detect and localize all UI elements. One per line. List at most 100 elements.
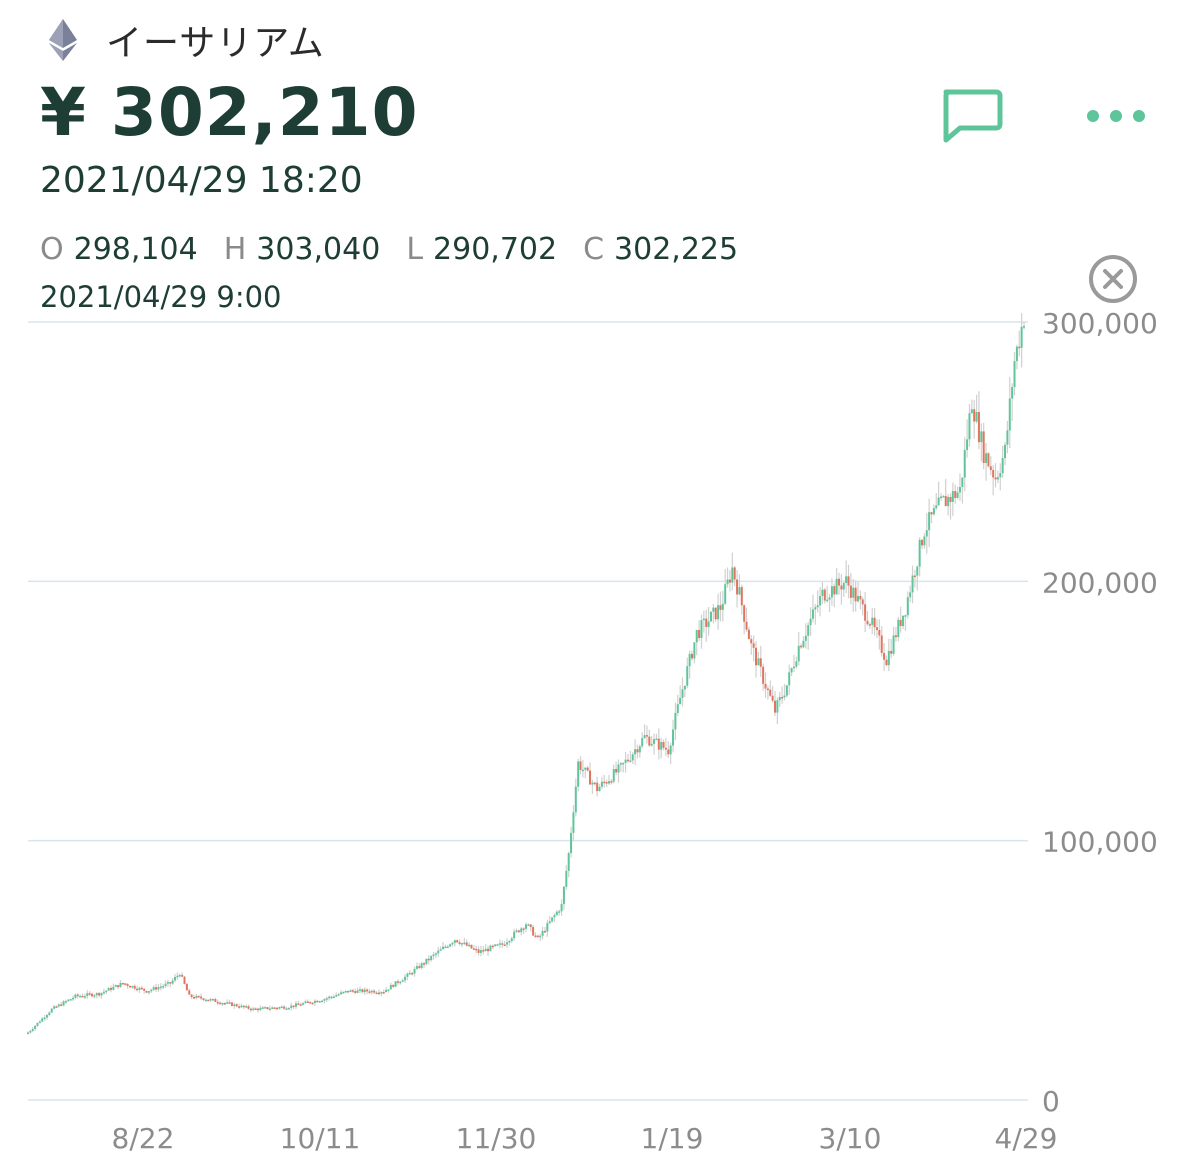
candle-body [894,635,897,638]
candle-body [916,566,919,576]
more-dots-icon [1087,110,1145,122]
candle-body [209,999,212,1001]
candle-body [857,595,859,602]
candle-body [875,627,878,631]
close-crosshair-button[interactable] [1086,252,1140,306]
candle-body [641,738,644,747]
candle-body [57,1004,60,1007]
candle-body [940,496,942,499]
candle-body [330,996,333,999]
candle-body [636,749,639,753]
candle-body [996,477,999,480]
candle-body [442,946,444,950]
candle-body [788,672,791,686]
candle-body [520,928,523,933]
candle-body [340,992,343,995]
candle-body [930,512,933,515]
candle-body [164,983,167,986]
candle-body [363,989,366,993]
high-label: H [223,232,247,267]
candle-body [589,770,592,785]
candle-body [785,685,788,696]
candle-body [434,953,437,955]
candle-body [683,685,686,690]
candle-body [294,1003,297,1007]
candle-body [197,995,200,998]
candle-body [536,935,539,938]
candle-body [411,972,414,975]
candle-body [591,782,594,785]
candle-body [693,642,696,659]
chat-button[interactable] [938,86,1004,146]
candle-body [686,666,689,686]
price-timestamp: 2021/04/29 18:20 [40,160,363,201]
candle-body [245,1006,248,1008]
candle-body [494,944,497,946]
candle-body [688,653,691,667]
candle-body [437,950,440,954]
candle-body [64,1001,67,1003]
x-tick-label: 11/30 [456,1122,537,1155]
candle-body [219,1002,222,1005]
candle-body [883,652,886,660]
candle-body [140,987,143,990]
candle-body [733,567,736,580]
candle-body [517,930,520,933]
candle-body [152,987,155,990]
candle-body [79,995,82,998]
candle-body [762,666,765,684]
candle-body [769,689,772,696]
candle-body [302,1003,305,1005]
candle-body [382,992,385,994]
candle-body [743,605,746,622]
x-tick-label: 1/19 [641,1122,704,1155]
candle-body [418,966,421,968]
candle-body [610,781,613,783]
candle-body [176,975,179,978]
candle-body [747,629,750,640]
candle-body [638,746,641,753]
candle-body [643,735,646,739]
price-chart[interactable]: 300,000 200,000 100,000 0 8/22 10/11 11/30 1/19… [0,300,1200,1172]
ohlc-readout: O 298,104 H 303,040 L 290,702 C 302,225 [40,232,764,267]
candle-body [230,1002,233,1006]
candle-body [560,904,563,912]
candle-body [866,620,869,625]
candle-body [235,1004,238,1007]
candle-body [702,618,705,621]
candle-body [973,409,976,422]
candle-body [114,985,117,987]
candle-body [128,985,131,988]
candle-body [598,786,601,792]
candle-body [408,972,411,975]
candle-body [918,539,921,567]
candle-body [171,980,174,984]
candle-body [55,1006,58,1008]
candle-body [1013,361,1016,387]
asset-name: イーサリアム [106,23,325,64]
close-value: 302,225 [614,232,739,267]
candle-body [45,1015,48,1018]
candle-body [273,1007,276,1009]
candle-body [498,943,501,945]
x-tick-label: 10/11 [280,1122,361,1155]
candle-body [309,1001,312,1004]
candle-body [887,650,890,666]
close-circle-icon [1089,255,1137,303]
candle-body [717,605,720,620]
candle-body [572,812,575,833]
candle-body [138,987,141,990]
candle-body [681,689,684,698]
more-options-button[interactable] [1082,98,1156,134]
candle-body [181,974,184,977]
candle-body [342,991,345,994]
chat-bubble-icon [943,89,1003,143]
candle-body [145,990,148,993]
candle-body [951,491,954,502]
candle-body [755,647,758,666]
candle-body [543,930,546,933]
high-value: 303,040 [256,232,381,267]
candle-body [570,832,573,854]
candle-body [600,781,603,787]
asset-header: イーサリアム [48,14,325,66]
